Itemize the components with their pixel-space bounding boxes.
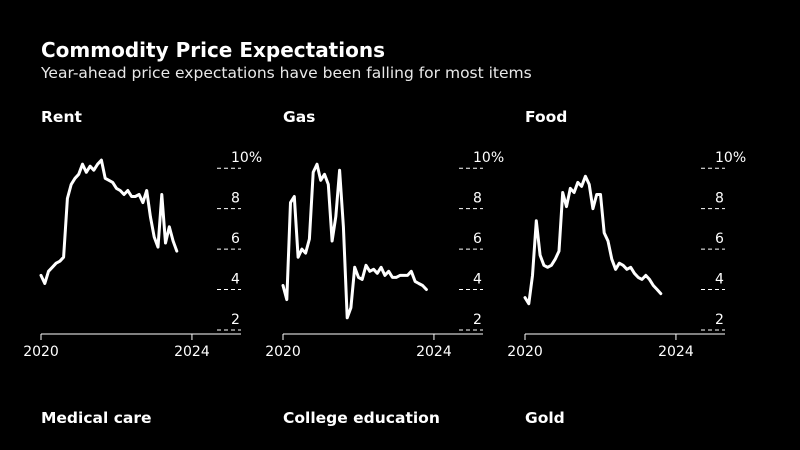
y-tick-label: 8 [715, 191, 724, 207]
y-tick-label: 4 [473, 272, 482, 288]
food-line-chart: 2 4 6 8 10% 2020 2024 [507, 150, 746, 360]
x-tick-label: 2020 [507, 344, 543, 360]
series-line [39, 158, 179, 285]
panel-title: Rent [41, 108, 82, 126]
x-tick-label: 2024 [174, 344, 210, 360]
y-tick-label: 6 [473, 231, 482, 247]
panel-food: Food 2 4 6 8 10% 2020 2024 [507, 108, 765, 360]
y-tick-label: 8 [473, 191, 482, 207]
panel-gas: Gas 2 4 6 8 10% 2020 2024 [265, 108, 523, 360]
series-line [281, 162, 428, 320]
x-tick-label: 2024 [658, 344, 694, 360]
panel-rent: Rent 2 4 6 8 10% 2020 2024 [23, 108, 281, 360]
y-tick-label: 10% [231, 150, 262, 166]
y-tick-label: 4 [715, 272, 724, 288]
x-tick-label: 2024 [416, 344, 452, 360]
y-tick-label: 2 [473, 312, 482, 328]
chart-subtitle: Year-ahead price expectations have been … [41, 64, 532, 82]
series-line [523, 174, 663, 306]
y-tick-label: 4 [231, 272, 240, 288]
panel-title-gold: Gold [525, 409, 565, 427]
gas-line-chart: 2 4 6 8 10% 2020 2024 [265, 150, 504, 360]
y-tick-label: 10% [473, 150, 504, 166]
y-tick-label: 6 [231, 231, 240, 247]
y-tick-label: 8 [231, 191, 240, 207]
x-tick-label: 2020 [23, 344, 59, 360]
chart-title: Commodity Price Expectations [41, 38, 385, 62]
y-tick-label: 2 [231, 312, 240, 328]
y-tick-label: 6 [715, 231, 724, 247]
panel-title: Gas [283, 108, 316, 126]
y-tick-label: 2 [715, 312, 724, 328]
panel-title: Food [525, 108, 568, 126]
panel-title-medical-care: Medical care [41, 409, 152, 427]
y-tick-label: 10% [715, 150, 746, 166]
panel-title-college-education: College education [283, 409, 440, 427]
rent-line-chart: 2 4 6 8 10% 2020 2024 [23, 150, 262, 360]
x-tick-label: 2020 [265, 344, 301, 360]
